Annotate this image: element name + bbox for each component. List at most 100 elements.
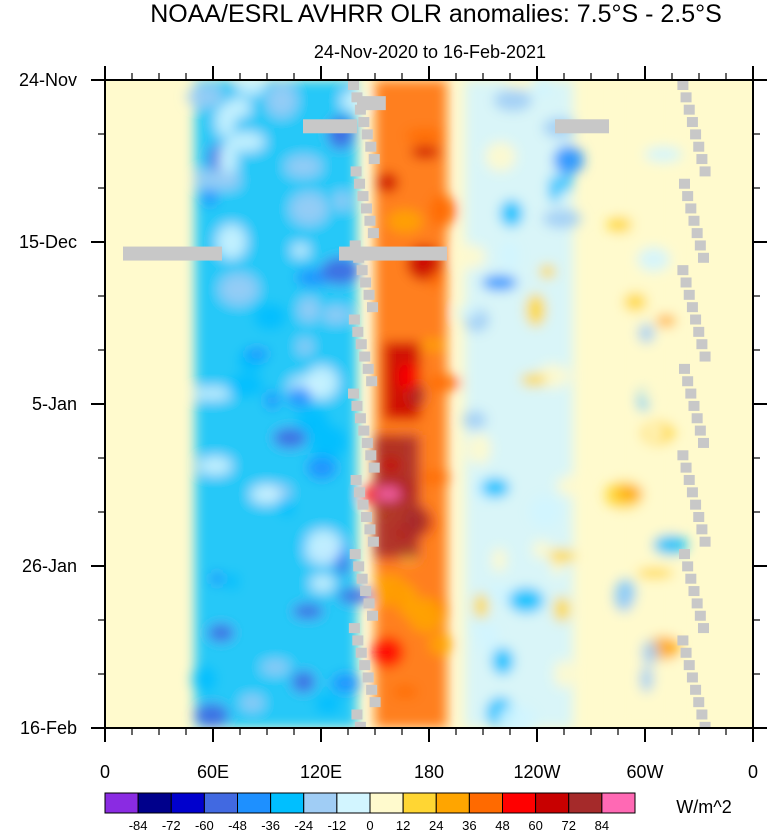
x-axis: 0 60E 120E 180 120W 60W 0 bbox=[100, 66, 758, 782]
missing-data-cell bbox=[690, 499, 702, 510]
anomaly-patch bbox=[420, 339, 445, 351]
missing-data-cell bbox=[364, 215, 376, 226]
x-tick-label: 180 bbox=[414, 762, 444, 782]
anomaly-patch bbox=[291, 671, 316, 693]
colorbar-swatch bbox=[535, 792, 570, 814]
anomaly-patch bbox=[606, 216, 633, 233]
anomaly-patch bbox=[481, 274, 518, 291]
anomaly-patch bbox=[236, 80, 266, 95]
anomaly-patch bbox=[227, 132, 265, 152]
missing-data-cell bbox=[694, 425, 706, 436]
anomaly-patch bbox=[323, 308, 349, 322]
anomaly-patch bbox=[375, 487, 402, 501]
colorbar-swatch bbox=[369, 792, 404, 814]
anomaly-patch bbox=[457, 244, 486, 269]
anomaly-patch bbox=[199, 457, 232, 475]
missing-data-cell bbox=[354, 487, 366, 498]
x-tick-label: 120E bbox=[300, 762, 342, 782]
anomaly-patch bbox=[292, 244, 309, 257]
anomaly-patch bbox=[479, 585, 517, 603]
missing-data-cell bbox=[696, 339, 708, 350]
missing-data-cell bbox=[690, 129, 702, 140]
colorbar-label: 60 bbox=[528, 818, 542, 830]
colorbar-label: -72 bbox=[162, 818, 181, 830]
anomaly-patch bbox=[404, 506, 431, 537]
anomaly-patch bbox=[429, 634, 454, 655]
missing-data-cell bbox=[352, 635, 364, 646]
missing-data-cell bbox=[693, 512, 705, 522]
missing-data-cell bbox=[683, 474, 695, 485]
missing-data-cell bbox=[350, 474, 362, 485]
anomaly-patch bbox=[220, 275, 257, 304]
anomaly-patch bbox=[193, 387, 231, 400]
missing-data-cell bbox=[350, 166, 362, 177]
missing-data-cell bbox=[361, 129, 373, 140]
colorbar-swatch bbox=[237, 792, 272, 814]
missing-data-cell bbox=[686, 117, 698, 128]
missing-data-cell bbox=[354, 178, 366, 189]
missing-data-cell bbox=[367, 536, 379, 547]
anomaly-patch bbox=[305, 530, 342, 565]
anomaly-patch bbox=[242, 696, 263, 710]
anomaly-patch bbox=[286, 157, 321, 176]
anomaly-patch bbox=[194, 703, 229, 728]
missing-data-cell bbox=[699, 721, 711, 728]
missing-data-cell bbox=[352, 326, 364, 337]
chart-title: NOAA/ESRL AVHRR OLR anomalies: 7.5°S - 2… bbox=[150, 0, 722, 28]
anomaly-patch bbox=[542, 209, 582, 229]
anomaly-patch bbox=[636, 568, 674, 579]
missing-data-cell bbox=[682, 561, 694, 572]
missing-data-cell bbox=[368, 154, 380, 165]
colorbar-swatch bbox=[601, 792, 636, 814]
anomaly-patch bbox=[497, 704, 537, 728]
y-tick-label: 15-Dec bbox=[19, 232, 77, 252]
anomaly-patch bbox=[307, 456, 337, 480]
missing-data-cell bbox=[354, 413, 366, 424]
anomaly-patch bbox=[548, 174, 561, 203]
y-axis: 24-Nov 15-Dec 5-Jan 26-Jan 16-Feb bbox=[19, 70, 767, 738]
anomaly-patch bbox=[504, 80, 541, 89]
missing-data-cell bbox=[678, 178, 690, 189]
colorbar-swatch bbox=[170, 792, 205, 814]
colorbar-label: 0 bbox=[366, 818, 373, 830]
anomaly-patch bbox=[202, 189, 218, 207]
missing-data-overlay bbox=[123, 80, 711, 728]
missing-data-cell bbox=[697, 437, 709, 448]
missing-data-cell bbox=[696, 709, 708, 720]
anomaly-patch bbox=[491, 547, 507, 573]
anomaly-patch bbox=[299, 299, 318, 321]
missing-data-cell bbox=[691, 228, 703, 239]
anomaly-patch bbox=[508, 587, 544, 613]
colorbar-label: 12 bbox=[396, 818, 410, 830]
missing-data-cell bbox=[693, 141, 705, 152]
anomaly-patch bbox=[646, 424, 664, 441]
anomaly-patch bbox=[387, 210, 423, 233]
anomaly-patch bbox=[262, 661, 288, 673]
missing-data-cell bbox=[366, 376, 378, 387]
missing-data-cell bbox=[696, 524, 708, 535]
missing-data-cell bbox=[697, 623, 709, 634]
anomaly-patch bbox=[485, 141, 517, 172]
missing-data-cell bbox=[678, 363, 690, 374]
anomaly-patch bbox=[430, 271, 443, 288]
missing-data-cell bbox=[360, 586, 372, 597]
colorbar-label: 24 bbox=[429, 818, 443, 830]
anomaly-patch bbox=[616, 485, 643, 501]
anomaly-patch bbox=[408, 598, 444, 633]
anomaly-patch bbox=[331, 673, 361, 694]
colorbar-units: W/m^2 bbox=[676, 797, 731, 817]
anomaly-patch bbox=[291, 193, 327, 224]
missing-data-cell bbox=[688, 215, 700, 226]
missing-data-cell bbox=[678, 549, 690, 560]
anomaly-patch bbox=[553, 596, 571, 623]
anomaly-patch bbox=[480, 477, 510, 498]
missing-data-cell bbox=[694, 610, 706, 621]
colorbar-label: -48 bbox=[228, 818, 247, 830]
anomaly-patch bbox=[244, 348, 269, 360]
x-tick-label: 60E bbox=[197, 762, 229, 782]
missing-data-cell bbox=[349, 549, 361, 560]
anomaly-patch bbox=[478, 622, 499, 654]
colorbar-label: -60 bbox=[195, 818, 214, 830]
missing-data-cell bbox=[688, 586, 700, 597]
anomaly-patch bbox=[254, 304, 286, 330]
